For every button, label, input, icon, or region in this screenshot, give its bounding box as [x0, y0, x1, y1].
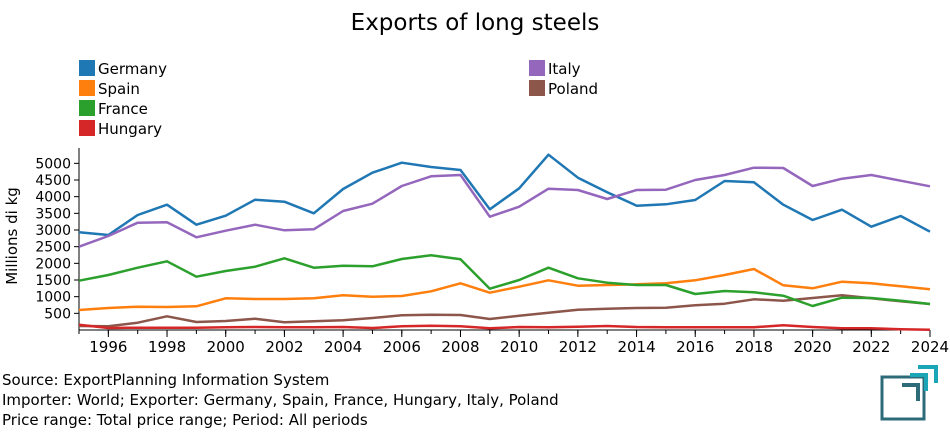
legend-swatch-france [79, 100, 95, 116]
series-line-hungary [78, 323, 931, 331]
x-tick-label: 2012 [559, 338, 597, 356]
legend-swatch-poland [529, 80, 545, 96]
y-tick-label: 2000 [35, 256, 71, 272]
legend-label-hungary: Hungary [98, 120, 162, 138]
exportplanning-logo [880, 365, 938, 421]
axes: 5001000150020002500300035004000450050001… [35, 148, 949, 356]
x-tick-label: 2016 [676, 338, 714, 356]
series-line-spain [78, 267, 931, 312]
legend-swatch-germany [79, 60, 95, 76]
footer-price: Price range: Total price range; Period: … [2, 411, 368, 429]
logo-box [880, 375, 926, 421]
footer-source: Source: ExportPlanning Information Syste… [2, 371, 330, 389]
x-tick-label: 2018 [735, 338, 773, 356]
x-tick-label: 2022 [852, 338, 890, 356]
footer-filters: Importer: World; Exporter: Germany, Spai… [2, 391, 559, 409]
series-line-poland [78, 294, 931, 328]
legend: Germany Italy Spain Poland France Hungary [79, 60, 598, 138]
legend-swatch-italy [529, 60, 545, 76]
x-tick-label: 1998 [148, 338, 186, 356]
y-axis-label: Millions di kg [3, 187, 21, 285]
plot-area [78, 153, 931, 331]
x-tick-label: 2020 [794, 338, 832, 356]
x-tick-label: 2024 [911, 338, 949, 356]
chart: Exports of long steels Germany Italy Spain… [3, 10, 949, 356]
y-tick-label: 5000 [35, 156, 71, 172]
series-line-italy [78, 166, 931, 248]
series-line-france [78, 254, 931, 308]
legend-label-poland: Poland [548, 80, 598, 98]
logo-arrow-accent [918, 365, 938, 383]
legend-swatch-spain [79, 80, 95, 96]
logo-arrow [902, 383, 920, 401]
y-tick-label: 3500 [35, 206, 71, 222]
chart-title: Exports of long steels [351, 10, 600, 36]
y-tick-label: 1500 [35, 273, 71, 289]
x-tick-label: 2002 [265, 338, 303, 356]
x-tick-label: 2010 [500, 338, 538, 356]
y-tick-label: 1000 [35, 290, 71, 306]
legend-label-france: France [98, 100, 148, 118]
x-tick-label: 1996 [89, 338, 127, 356]
legend-swatch-hungary [79, 120, 95, 136]
series-line-germany [78, 153, 931, 237]
x-tick-label: 2000 [207, 338, 245, 356]
x-tick-label: 2008 [441, 338, 479, 356]
y-tick-label: 3000 [35, 223, 71, 239]
x-tick-label: 2006 [383, 338, 421, 356]
y-tick-label: 500 [44, 306, 71, 322]
y-tick-label: 2500 [35, 240, 71, 256]
logo-arrow-accent [910, 373, 928, 391]
y-tick-label: 4500 [35, 173, 71, 189]
y-tick-label: 4000 [35, 190, 71, 206]
x-tick-label: 2004 [324, 338, 362, 356]
legend-label-spain: Spain [98, 80, 140, 98]
x-tick-label: 2014 [617, 338, 655, 356]
legend-label-italy: Italy [548, 60, 581, 78]
legend-label-germany: Germany [98, 60, 167, 78]
